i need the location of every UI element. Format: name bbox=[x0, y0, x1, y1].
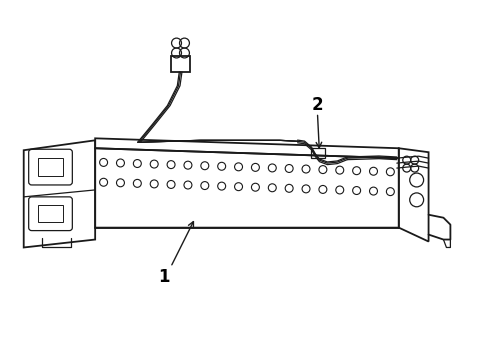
Bar bbox=[38, 205, 63, 222]
Bar bbox=[311, 148, 325, 158]
Text: 1: 1 bbox=[158, 268, 169, 286]
Bar bbox=[170, 56, 190, 72]
Text: 2: 2 bbox=[311, 96, 323, 114]
Bar bbox=[38, 158, 63, 176]
